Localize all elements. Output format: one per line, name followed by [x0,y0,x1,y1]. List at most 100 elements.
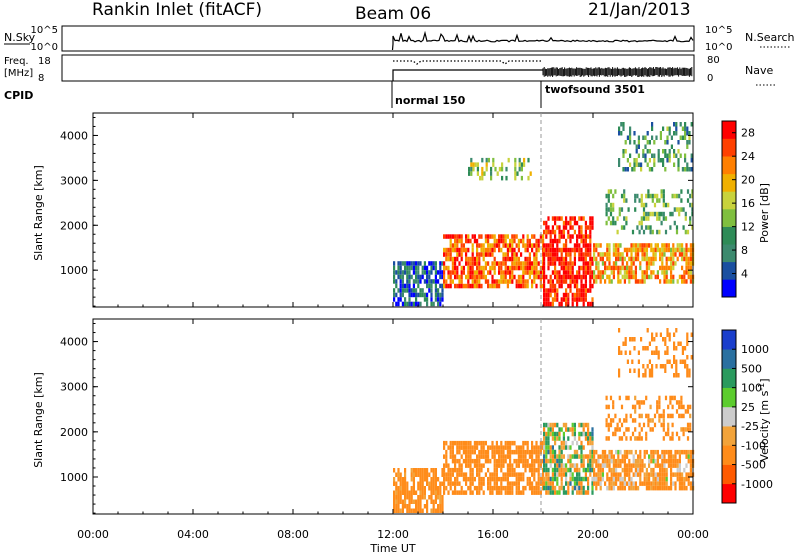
power-cell [465,256,468,262]
power-cell [612,270,615,275]
velocity-cell [476,463,479,468]
velocity-cell [484,458,487,464]
velocity-cell [612,472,615,477]
velocity-cell [597,476,600,482]
velocity-cell [426,508,429,513]
velocity-cell [573,436,576,441]
velocity-cell [543,476,546,482]
power-cell [647,189,650,194]
power-cell [491,283,494,289]
power-cell [669,211,672,217]
velocity-cell [671,395,674,401]
power-cell [449,234,452,239]
velocity-cell [480,440,483,446]
velocity-cell [578,436,581,441]
velocity-cell [522,463,525,468]
velocity-cell [489,485,492,491]
power-cell [678,207,681,212]
x-tick-label: 12:00 [377,528,409,541]
power-cell [645,225,648,230]
power-cell [545,220,548,226]
velocity-cell [578,476,581,482]
velocity-cell [537,463,540,468]
power-colorbar-frame [721,120,737,298]
velocity-cell [648,359,651,364]
velocity-cell [593,472,596,477]
velocity-cell [506,481,509,486]
power-cell [518,162,521,167]
power-cell [401,261,404,266]
velocity-cell [498,490,501,495]
velocity-cell [587,476,590,482]
velocity-cell [631,359,634,364]
velocity-cell [469,472,472,477]
velocity-cell [628,481,631,486]
power-cell [547,261,550,266]
power-cell [443,279,446,284]
power-cell [447,265,450,271]
power-cell [576,292,579,298]
nsky-left-tick-bottom: 10^0 [31,42,58,53]
velocity-cell [689,454,692,459]
velocity-cell [663,467,666,473]
velocity-cell [619,485,622,491]
velocity-cell [500,481,503,486]
power-cell [578,288,581,293]
velocity-ytick-label: 1000 [60,471,88,484]
velocity-cell [506,454,509,459]
velocity-cell [593,454,596,459]
velocity-cell [489,458,492,464]
velocity-cell [449,440,452,446]
power-cell [584,220,587,226]
velocity-ytick-label: 3000 [60,381,88,394]
power-cell [658,216,661,221]
velocity-cell [677,341,680,346]
velocity-cell [462,445,465,450]
velocity-cell [531,458,534,464]
power-cell [670,256,673,262]
velocity-cell [528,449,531,455]
velocity-cell [617,458,620,464]
velocity-cell [511,440,514,446]
power-cell [513,265,516,271]
freq-left-tick-top: 18 [38,56,51,67]
velocity-cell [584,436,587,441]
power-cell [535,238,538,244]
power-cell [589,216,592,221]
power-cell [589,288,592,293]
velocity-cell [537,481,540,486]
velocity-cell [689,485,692,491]
power-cell [393,292,396,298]
velocity-cell [651,364,654,369]
velocity-cell [663,458,666,464]
power-cell [547,288,550,293]
power-cell [670,247,673,253]
velocity-cell [451,440,454,446]
power-cell [676,279,679,284]
velocity-cell [526,445,529,450]
velocity-cell [607,436,610,441]
power-cell [576,274,579,280]
power-cell [578,270,581,275]
nsky-label: N.Sky [4,31,36,44]
velocity-cell [687,458,690,464]
power-cell [434,261,437,266]
power-cell [663,279,666,284]
power-cell [616,216,619,221]
velocity-cell [434,490,437,495]
velocity-cell [524,467,527,473]
power-cell [471,243,474,248]
velocity-colorbar-frame [721,329,737,504]
time-axis-label: Time UT [369,542,415,554]
velocity-cell [668,359,671,364]
velocity-cell [506,485,509,491]
x-tick-label: 00:00 [77,528,109,541]
power-cell [408,270,411,275]
velocity-cell [584,467,587,473]
power-cell [480,274,483,280]
velocity-cell [625,413,628,419]
power-cell [493,261,496,266]
power-cell [533,252,536,257]
power-cell [591,220,594,226]
velocity-cell [465,481,468,486]
